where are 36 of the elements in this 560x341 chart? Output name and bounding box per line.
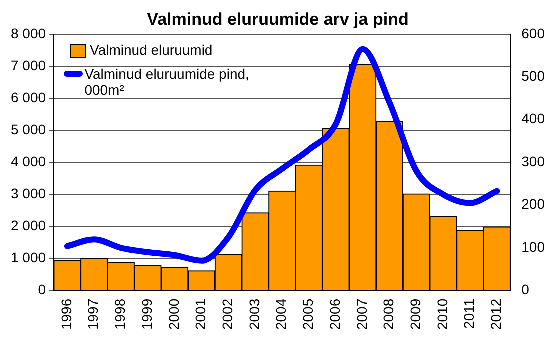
x-tick-label: 1996 (58, 298, 74, 330)
x-tick-label: 2001 (192, 298, 209, 330)
y-tick-label: 2 000 (10, 218, 46, 234)
y2-tick-label: 0 (522, 282, 530, 298)
x-tick-label: 2012 (488, 298, 504, 330)
x-tick-label: 2010 (434, 298, 450, 330)
y-tick-label: 8 000 (10, 25, 46, 42)
x-tick-label: 2011 (461, 298, 478, 329)
x-tick-label: 2008 (380, 298, 397, 330)
x-tick-label: 2000 (166, 298, 182, 330)
y-tick-label: 7 000 (10, 57, 46, 74)
x-tick-label: 1997 (85, 298, 102, 330)
y2-tick-label: 300 (522, 153, 546, 170)
chart-title: Valminud eluruumide arv ja pind (147, 10, 409, 29)
y-tick-label: 1 000 (10, 250, 46, 266)
y2-tick-label: 100 (522, 238, 546, 255)
x-tick-label: 2007 (354, 298, 370, 330)
y2-tick-label: 200 (522, 196, 546, 212)
y-tick-label: 3 000 (10, 186, 46, 202)
x-tick-label: 1999 (138, 298, 155, 330)
legend-label: Valminud eluruumide pind, 000m² (84, 66, 250, 98)
x-tick-label: 2002 (219, 298, 236, 330)
y-tick-label: 5 000 (10, 121, 46, 138)
y-tick-label: 6 000 (10, 89, 46, 106)
y2-tick-label: 500 (522, 68, 546, 84)
x-tick-label: 1998 (112, 298, 128, 330)
y2-tick-label: 600 (522, 25, 546, 42)
y-tick-label: 4 000 (10, 153, 46, 170)
x-tick-label: 2009 (407, 298, 424, 330)
x-tick-label: 2006 (326, 298, 343, 330)
x-tick-label: 2005 (300, 298, 316, 330)
legend-label: Valminud eluruumid (90, 42, 213, 58)
y-tick-label: 0 (38, 282, 46, 298)
x-tick-label: 2004 (273, 298, 290, 330)
y2-tick-label: 400 (522, 110, 546, 127)
x-tick-label: 2003 (246, 298, 262, 330)
